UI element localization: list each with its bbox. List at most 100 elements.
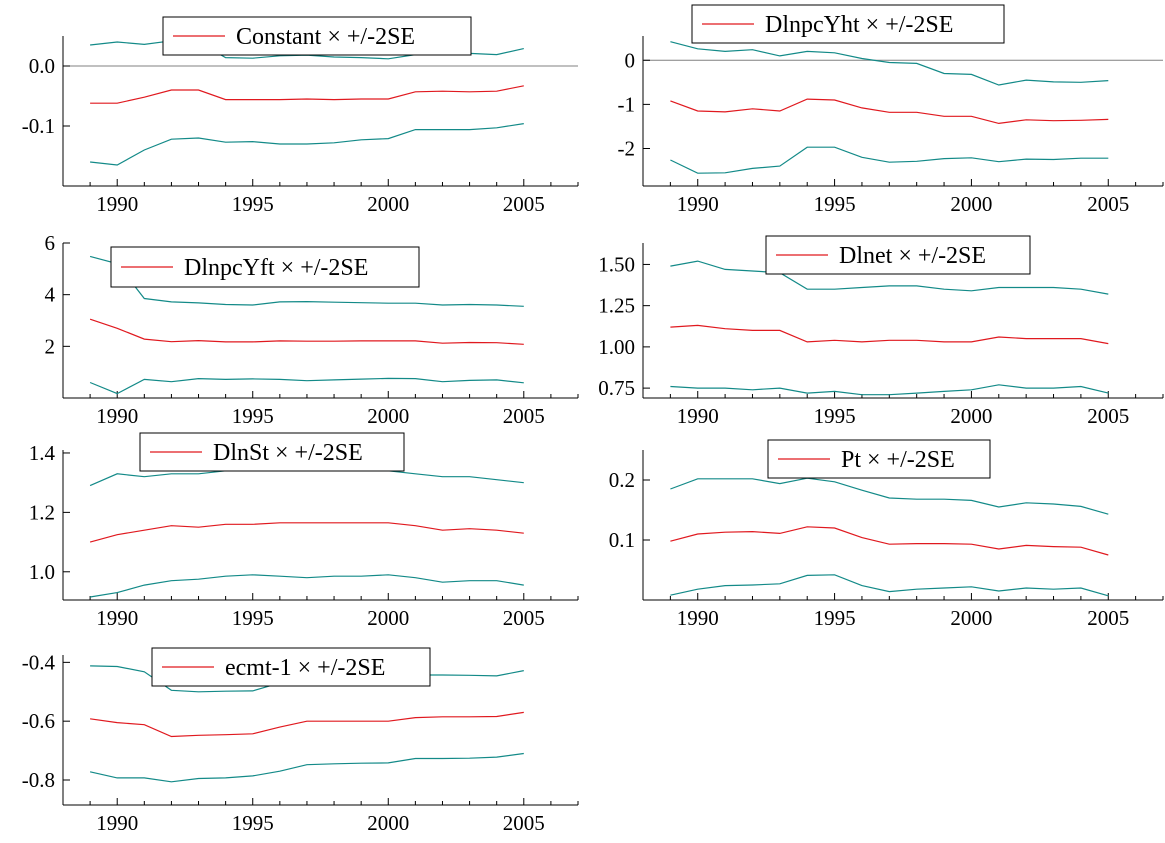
legend-band-label: × +/-2SE: [298, 655, 386, 681]
legend-label: DlnSt × +/-2SE: [213, 440, 363, 466]
upper-band-line: [670, 260, 1109, 295]
x-tick-label: 1990: [96, 404, 138, 428]
y-tick-label: -0.6: [22, 709, 55, 733]
x-tick-label: 1990: [96, 192, 138, 216]
estimate-line: [670, 526, 1109, 556]
y-tick-label: -0.1: [22, 114, 55, 138]
legend-band-label: × +/-2SE: [867, 447, 955, 473]
x-tick-label: 1990: [677, 192, 719, 216]
y-tick-label: 1.25: [598, 294, 635, 318]
legend-label: Constant × +/-2SE: [236, 24, 415, 50]
y-tick-label: 1.4: [29, 441, 56, 465]
y-tick-label: 6: [45, 231, 56, 255]
lower-band-line: [670, 384, 1109, 396]
x-tick-label: 2000: [950, 606, 992, 630]
legend: Dlnet × +/-2SE: [765, 235, 1031, 275]
x-tick-label: 2000: [367, 404, 409, 428]
panel-1: 1990 1995 2000 2005 0.0 -0.1 Constant × +/-2SE: [22, 16, 579, 216]
legend-band-label: × +/-2SE: [275, 440, 363, 466]
legend: Pt × +/-2SE: [767, 439, 991, 479]
lower-band-line: [89, 377, 524, 395]
x-tick-label: 1995: [814, 404, 856, 428]
legend-band-label: × +/-2SE: [866, 12, 954, 38]
legend-label: Dlnet × +/-2SE: [839, 243, 986, 269]
legend: DlnpcYht × +/-2SE: [691, 4, 1005, 44]
panel-3: 1990 1995 2000 2005 2 4 6 DlnpcYft × +/-2SE: [45, 231, 579, 428]
legend-band-label: × +/-2SE: [281, 255, 369, 281]
y-tick-label: -2: [618, 137, 636, 161]
x-tick-label: 1995: [232, 404, 274, 428]
x-tick-label: 2005: [503, 192, 545, 216]
legend-series-name: Dlnet: [839, 243, 893, 269]
y-tick-label: 1.0: [29, 560, 55, 584]
lower-band-line: [670, 574, 1109, 597]
x-tick-label: 1995: [814, 606, 856, 630]
x-tick-label: 2000: [367, 606, 409, 630]
y-tick-label: -1: [618, 92, 636, 116]
estimate-line: [89, 318, 524, 345]
y-tick-label: 0.75: [598, 376, 635, 400]
x-tick-label: 2005: [503, 404, 545, 428]
x-tick-label: 1990: [96, 606, 138, 630]
x-tick-label: 1990: [677, 606, 719, 630]
y-tick-label: 1.2: [29, 500, 55, 524]
y-tick-label: 1.50: [598, 252, 635, 276]
y-tick-label: 0.2: [609, 468, 635, 492]
x-tick-label: 1995: [232, 811, 274, 835]
y-tick-label: -0.4: [22, 650, 56, 674]
x-tick-label: 2005: [503, 606, 545, 630]
legend-label: DlnpcYft × +/-2SE: [184, 255, 368, 281]
x-tick-label: 2005: [1087, 404, 1129, 428]
estimate-line: [90, 711, 524, 738]
panel-6: 1990 1995 2000 2005 0.1 0.2 Pt × +/-2SE: [609, 439, 1164, 630]
legend-band-label: × +/-2SE: [327, 24, 415, 50]
x-tick-label: 1995: [814, 192, 856, 216]
lower-band-line: [90, 574, 524, 598]
y-tick-label: -0.8: [22, 768, 55, 792]
estimate-line: [90, 85, 524, 104]
legend-band-label: × +/-2SE: [898, 243, 986, 269]
x-tick-label: 1995: [232, 192, 274, 216]
legend-series-name: ecmt-1: [225, 655, 292, 681]
upper-band-line: [670, 41, 1109, 86]
estimate-line: [89, 522, 524, 543]
upper-band-line: [670, 477, 1109, 515]
lower-band-line: [90, 123, 524, 166]
legend-label: Pt × +/-2SE: [841, 447, 955, 473]
estimate-line: [670, 98, 1109, 125]
legend-box: [151, 647, 431, 687]
legend: Constant × +/-2SE: [162, 16, 472, 56]
panel-2: 1990 1995 2000 2005 0 -1 -2 DlnpcYht × +/-2SE: [618, 4, 1164, 216]
legend-series-name: DlnpcYht: [765, 12, 860, 38]
estimate-line: [670, 324, 1109, 345]
x-tick-label: 1990: [96, 811, 138, 835]
x-tick-label: 2005: [503, 811, 545, 835]
legend: DlnpcYft × +/-2SE: [110, 246, 420, 288]
upper-band-line: [89, 255, 524, 307]
legend: DlnSt × +/-2SE: [139, 432, 405, 472]
panel-5: 1990 1995 2000 2005 1.0 1.2 1.4 DlnSt × +/-2SE: [29, 432, 579, 630]
x-tick-label: 2005: [1087, 606, 1129, 630]
y-tick-label: 0.1: [609, 528, 635, 552]
x-tick-label: 1995: [232, 606, 274, 630]
legend-series-name: DlnpcYft: [184, 255, 275, 281]
panel-7: 1990 1995 2000 2005 -0.4 -0.6 -0.8 ecmt-1 × +/-2…: [22, 647, 579, 835]
x-tick-label: 2000: [950, 192, 992, 216]
x-tick-label: 1990: [677, 404, 719, 428]
y-tick-label: 0: [625, 48, 636, 72]
x-tick-label: 2000: [950, 404, 992, 428]
legend-series-name: Constant: [236, 24, 322, 50]
legend-label: ecmt-1 × +/-2SE: [225, 655, 385, 681]
legend-series-name: DlnSt: [213, 440, 269, 466]
legend-label: DlnpcYht × +/-2SE: [765, 12, 953, 38]
y-tick-label: 1.00: [598, 335, 635, 359]
x-tick-label: 2005: [1087, 192, 1129, 216]
panel-4: 1990 1995 2000 2005 0.75 1.00 1.25 1.50 Dlnet × +…: [598, 235, 1164, 428]
y-tick-label: 0.0: [29, 54, 55, 78]
legend: ecmt-1 × +/-2SE: [151, 647, 431, 687]
y-tick-label: 2: [45, 334, 56, 358]
lower-band-line: [89, 752, 524, 783]
lower-band-line: [670, 146, 1109, 174]
y-tick-label: 4: [45, 283, 56, 307]
